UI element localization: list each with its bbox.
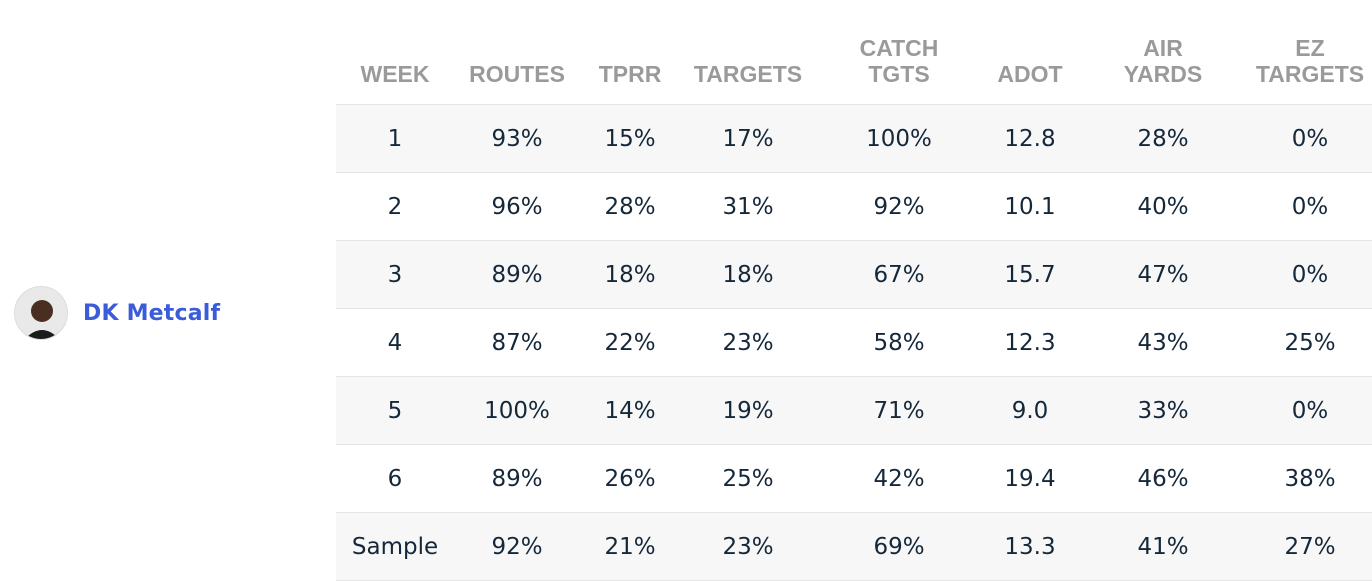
table-cell: 31%: [680, 172, 816, 241]
avatar-image: [24, 300, 60, 339]
table-row: 2 96% 28% 31% 92% 10.1 40% 0%: [336, 172, 1372, 241]
table-cell: 0%: [1248, 172, 1372, 241]
table-cell: 28%: [580, 172, 680, 241]
column-header: TARGETS: [680, 0, 816, 105]
player: DK Metcalf: [14, 286, 220, 340]
table-cell: 96%: [454, 172, 580, 241]
table-cell: 92%: [454, 512, 580, 581]
table-cell: 100%: [816, 104, 982, 173]
table-cell: 17%: [680, 104, 816, 173]
table-cell: 3: [336, 240, 454, 309]
table-cell: 4: [336, 308, 454, 377]
table-cell: 89%: [454, 240, 580, 309]
table-cell: 12.3: [982, 308, 1078, 377]
table-cell: 15.7: [982, 240, 1078, 309]
table-cell: 58%: [816, 308, 982, 377]
table-cell: 15%: [580, 104, 680, 173]
header-line: EZ: [1295, 35, 1325, 61]
table-cell: 71%: [816, 376, 982, 445]
table-cell: 1: [336, 104, 454, 173]
table-cell: 42%: [816, 444, 982, 513]
table-cell: 23%: [680, 512, 816, 581]
table-cell: 69%: [816, 512, 982, 581]
table-cell: 33%: [1078, 376, 1248, 445]
table-cell: 46%: [1078, 444, 1248, 513]
stats-table: WEEK ROUTES TPRR TARGETS CATCH TGTS ADOT AIR YAR…: [336, 0, 1372, 581]
table-cell: 40%: [1078, 172, 1248, 241]
table-cell: 9.0: [982, 376, 1078, 445]
column-header: EZ TARGETS: [1248, 0, 1372, 105]
column-header: ROUTES: [454, 0, 580, 105]
player-name[interactable]: DK Metcalf: [83, 300, 221, 326]
header-line: ROUTES: [469, 61, 565, 87]
table-cell: 23%: [680, 308, 816, 377]
table-cell: 22%: [580, 308, 680, 377]
table-cell: 92%: [816, 172, 982, 241]
table-cell: 89%: [454, 444, 580, 513]
table-row: 6 89% 26% 25% 42% 19.4 46% 38%: [336, 444, 1372, 513]
table-cell: 38%: [1248, 444, 1372, 513]
table-row: Sample 92% 21% 23% 69% 13.3 41% 27%: [336, 512, 1372, 581]
header-line: AIR: [1143, 35, 1183, 61]
header-line: TPRR: [598, 61, 662, 87]
header-line: WEEK: [360, 61, 430, 87]
table-cell: 12.8: [982, 104, 1078, 173]
table-cell: 0%: [1248, 104, 1372, 173]
table-cell: 25%: [1248, 308, 1372, 377]
table-cell: 93%: [454, 104, 580, 173]
table-cell: 0%: [1248, 240, 1372, 309]
header-line: TARGETS: [1255, 61, 1365, 87]
table-cell: 19%: [680, 376, 816, 445]
table-cell: 87%: [454, 308, 580, 377]
avatar: [14, 286, 68, 340]
column-header: WEEK: [336, 0, 454, 105]
column-header: TPRR: [580, 0, 680, 105]
header-row: WEEK ROUTES TPRR TARGETS CATCH TGTS ADOT AIR YAR…: [336, 0, 1372, 105]
table-row: 5 100% 14% 19% 71% 9.0 33% 0%: [336, 376, 1372, 445]
header-line: YARDS: [1123, 61, 1203, 87]
table-cell: 19.4: [982, 444, 1078, 513]
table-cell: 27%: [1248, 512, 1372, 581]
table-row: 4 87% 22% 23% 58% 12.3 43% 25%: [336, 308, 1372, 377]
table-cell: 41%: [1078, 512, 1248, 581]
table-cell: 21%: [580, 512, 680, 581]
header-line: ADOT: [997, 61, 1063, 87]
table-cell: 47%: [1078, 240, 1248, 309]
header-line: CATCH: [859, 35, 939, 61]
table-cell: 5: [336, 376, 454, 445]
table-cell: 18%: [580, 240, 680, 309]
table-cell: 67%: [816, 240, 982, 309]
table-cell: 100%: [454, 376, 580, 445]
table-cell: 18%: [680, 240, 816, 309]
column-header: AIR YARDS: [1078, 0, 1248, 105]
table-cell: 25%: [680, 444, 816, 513]
header-line: TARGETS: [693, 61, 803, 87]
page: {"player": {"name": "DK Metcalf"}, "tabl…: [14, 0, 1372, 581]
table-cell: 6: [336, 444, 454, 513]
column-header: ADOT: [982, 0, 1078, 105]
table-cell: 0%: [1248, 376, 1372, 445]
table-body: 1 93% 15% 17% 100% 12.8 28% 0% 2 96% 28% 31% 92% 10.1…: [336, 104, 1372, 581]
header-line: TGTS: [868, 61, 930, 87]
table-cell: 14%: [580, 376, 680, 445]
table-cell: 28%: [1078, 104, 1248, 173]
table-row: 1 93% 15% 17% 100% 12.8 28% 0%: [336, 104, 1372, 173]
table-cell: 26%: [580, 444, 680, 513]
table-cell: Sample: [336, 512, 454, 581]
table-cell: 2: [336, 172, 454, 241]
column-header: CATCH TGTS: [816, 0, 982, 105]
table-cell: 10.1: [982, 172, 1078, 241]
table-cell: 13.3: [982, 512, 1078, 581]
table-row: 3 89% 18% 18% 67% 15.7 47% 0%: [336, 240, 1372, 309]
table-cell: 43%: [1078, 308, 1248, 377]
